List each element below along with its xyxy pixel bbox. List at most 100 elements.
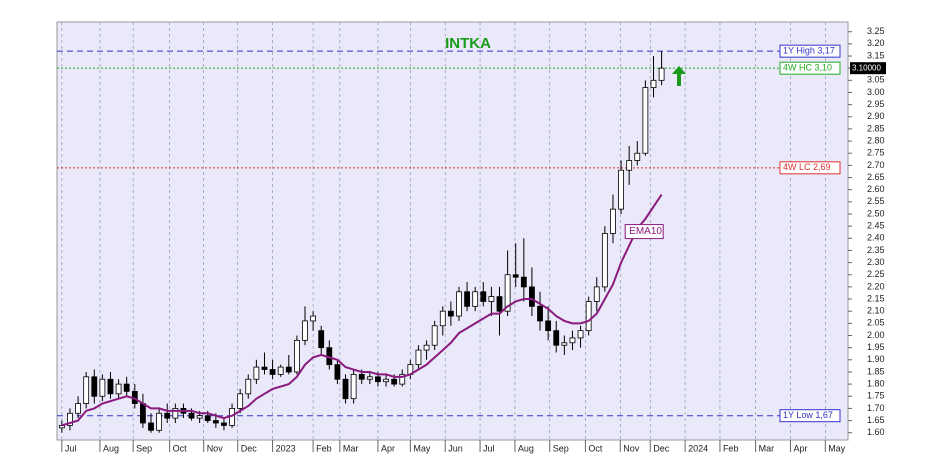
candle-body xyxy=(439,310,446,327)
candle-body xyxy=(237,393,244,409)
x-tick-label: Aug xyxy=(103,443,119,453)
level-label-box xyxy=(779,161,841,175)
level-label-box xyxy=(779,61,841,75)
candle-body xyxy=(140,403,146,424)
y-tick-label: 2.40 xyxy=(867,233,885,243)
candle-body xyxy=(366,376,373,380)
x-tick-label: Dec xyxy=(653,443,670,453)
x-tick-label: 2024 xyxy=(688,443,708,453)
candle-body xyxy=(310,315,317,322)
candle-body xyxy=(480,291,487,302)
y-tick-label: 2.75 xyxy=(867,148,885,158)
x-tick-label: Dec xyxy=(241,443,258,453)
y-tick-label: 2.00 xyxy=(867,330,885,340)
candle-body xyxy=(593,286,600,302)
candle-body xyxy=(423,344,430,351)
candle-body xyxy=(512,274,519,278)
x-tick-label: Jul xyxy=(483,443,495,453)
y-tick-label: 3.20 xyxy=(867,38,885,48)
candle-body xyxy=(375,376,381,383)
x-tick-label: Mar xyxy=(343,443,359,453)
y-tick-label: 2.65 xyxy=(867,172,885,182)
candle-body xyxy=(431,325,438,346)
series-label-box xyxy=(624,224,664,240)
candle-body xyxy=(115,383,122,395)
candle-body xyxy=(212,420,219,424)
x-tick-label: 2023 xyxy=(276,443,296,453)
candle-body xyxy=(496,296,503,312)
plot-area xyxy=(56,21,849,441)
candle-body xyxy=(415,349,422,366)
candle-body xyxy=(553,330,560,346)
candle-body xyxy=(601,233,608,288)
candle-body xyxy=(634,152,641,161)
y-tick-label: 1.90 xyxy=(867,354,885,364)
x-tick-label: Oct xyxy=(173,443,188,453)
candle-body xyxy=(399,373,406,385)
candle-body xyxy=(277,366,284,375)
y-tick-label: 1.70 xyxy=(867,403,885,413)
candle-body xyxy=(358,373,365,380)
x-tick-label: May xyxy=(413,443,431,453)
candle-body xyxy=(529,286,535,307)
candle-body xyxy=(123,383,130,392)
candle-body xyxy=(196,415,203,419)
x-tick-label: Jul xyxy=(65,443,77,453)
candle-body xyxy=(261,366,268,370)
candle-body xyxy=(488,296,495,302)
candle-body xyxy=(650,79,657,89)
candle-body xyxy=(561,342,568,346)
y-tick-label: 2.15 xyxy=(867,293,885,303)
y-tick-label: 2.60 xyxy=(867,184,885,194)
y-tick-label: 2.30 xyxy=(867,257,885,267)
candle-body xyxy=(447,310,454,317)
x-tick-label: Aug xyxy=(518,443,534,453)
candle-body xyxy=(585,301,592,332)
y-tick-label: 2.55 xyxy=(867,196,885,206)
y-tick-label: 2.10 xyxy=(867,306,885,316)
x-tick-label: Jun xyxy=(448,443,463,453)
last-price-box xyxy=(850,62,886,75)
last-price-label: 3.10000 xyxy=(852,63,881,72)
candle-body xyxy=(520,276,527,288)
level-label: 4W LC 2,69 xyxy=(783,162,831,172)
x-tick-label: Nov xyxy=(207,443,224,453)
y-tick-label: 2.85 xyxy=(867,123,885,133)
candle-body xyxy=(253,366,260,380)
candle-body xyxy=(204,415,211,421)
candle-body xyxy=(391,378,398,385)
candle-body xyxy=(334,364,341,380)
y-tick-label: 2.35 xyxy=(867,245,885,255)
x-tick-label: Feb xyxy=(316,443,332,453)
candle-body xyxy=(285,366,292,373)
candle-body xyxy=(172,408,179,419)
candle-body xyxy=(318,330,325,349)
y-tick-label: 3.25 xyxy=(867,26,885,36)
y-tick-label: 1.60 xyxy=(867,427,885,437)
x-tick-label: Nov xyxy=(623,443,640,453)
candle-body xyxy=(577,330,584,339)
y-tick-label: 2.45 xyxy=(867,221,885,231)
y-tick-label: 3.15 xyxy=(867,50,885,60)
candle-body xyxy=(293,339,300,373)
level-label: 1Y High 3,17 xyxy=(783,46,835,56)
level-label-box xyxy=(779,409,841,423)
candle-body xyxy=(269,369,276,375)
candle-body xyxy=(658,67,665,81)
chart-title: INTKA xyxy=(445,35,491,52)
y-tick-label: 1.65 xyxy=(867,415,885,425)
y-tick-label: 2.70 xyxy=(867,160,885,170)
candle-body xyxy=(342,378,349,400)
candle-body xyxy=(464,291,470,307)
y-tick-label: 2.90 xyxy=(867,111,885,121)
candle-body xyxy=(83,376,90,404)
candle-body xyxy=(75,403,81,414)
level-label: 4W HC 3,10 xyxy=(783,63,832,73)
candle-body xyxy=(545,320,552,332)
x-tick-label: Oct xyxy=(588,443,603,453)
level-label: 1Y Low 1,67 xyxy=(783,410,833,420)
candle-body xyxy=(302,320,308,341)
candle-body xyxy=(99,378,106,397)
